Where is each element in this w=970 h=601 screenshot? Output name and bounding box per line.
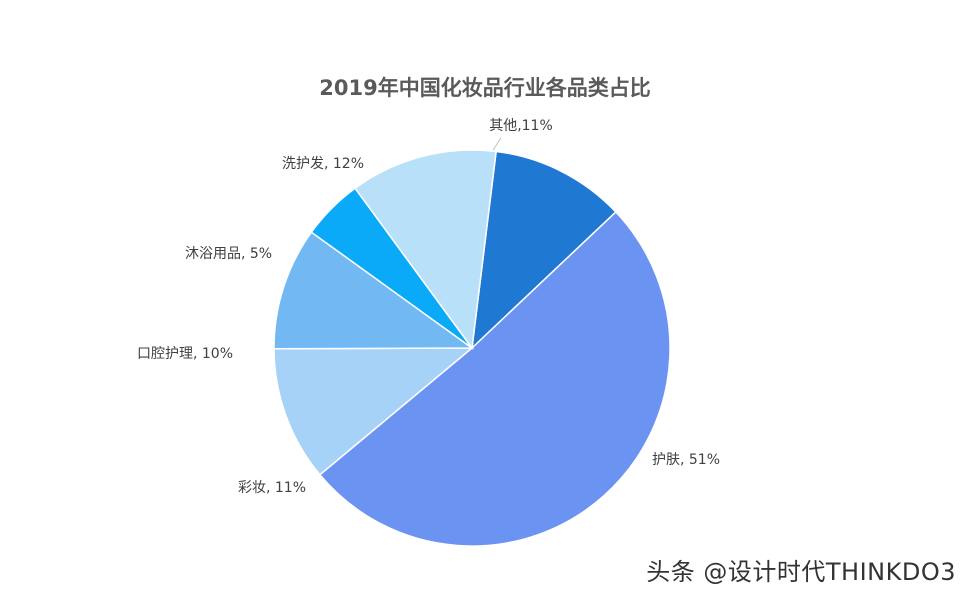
slice-labels: 其他,11% 护肤, 51% 彩妆, 11% 口腔护理, 10% 沐浴用品, 5% 洗护发… bbox=[137, 118, 720, 496]
chart-title: 2019年中国化妆品行业各品类占比 bbox=[319, 76, 651, 100]
pie-slice-4 bbox=[273, 231, 475, 350]
slice-label-3: 彩妆, 11% bbox=[238, 480, 306, 496]
slice-label-4: 口腔护理, 10% bbox=[137, 346, 233, 362]
watermark-text: 头条 @设计时代THINKDO3 bbox=[646, 558, 956, 586]
slice-label-2: 护肤, 51% bbox=[652, 452, 720, 468]
pie-slice-6 bbox=[354, 149, 497, 350]
leader-lines bbox=[492, 137, 502, 151]
slice-label-1: 其他,11% bbox=[489, 118, 553, 134]
slice-label-6: 洗护发, 12% bbox=[282, 156, 364, 172]
pie-slices bbox=[273, 149, 671, 547]
pie-slice-2 bbox=[318, 210, 671, 547]
slice-label-5: 沐浴用品, 5% bbox=[185, 246, 272, 262]
pie-slice-3 bbox=[273, 347, 475, 476]
leader-line-1 bbox=[492, 137, 502, 151]
pie-slice-1 bbox=[471, 150, 617, 350]
